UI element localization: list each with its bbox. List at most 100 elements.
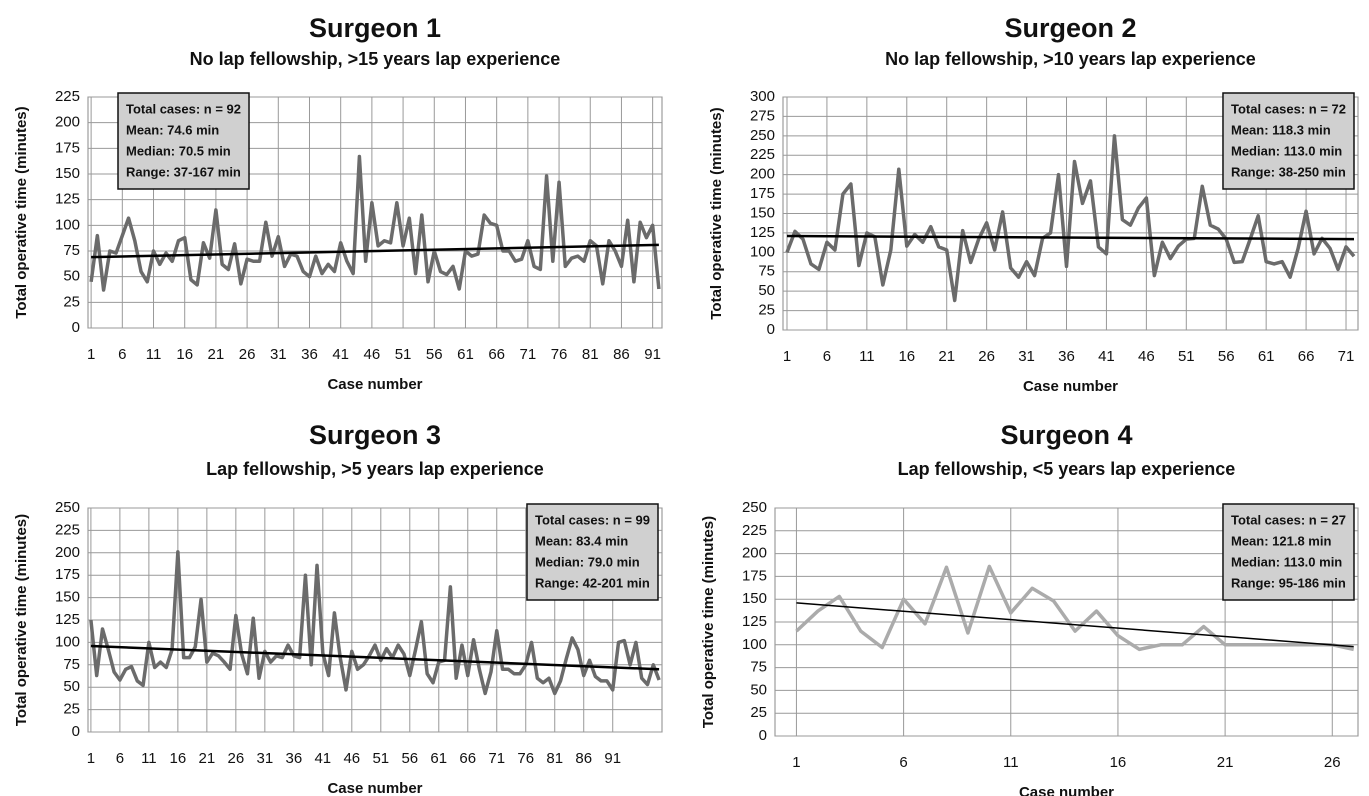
y-tick-label: 25 [758,302,775,319]
stats-text: Median: 70.5 min [126,143,231,158]
stats-text: Total cases: n = 99 [535,512,650,527]
x-tick-label: 1 [87,346,95,363]
x-tick-label: 51 [372,750,389,767]
stats-text: Range: 95-186 min [1231,575,1346,590]
x-tick-label: 1 [87,750,95,767]
y-tick-label: 125 [750,224,775,241]
stats-box: Total cases: n = 72 Mean: 118.3 min Median… [1222,92,1355,190]
stats-text: Mean: 83.4 min [535,533,628,548]
x-tick-label: 71 [488,750,505,767]
y-tick-label: 75 [758,263,775,280]
y-tick-label: 50 [63,268,80,285]
x-tick-label: 71 [1338,348,1355,365]
y-tick-label: 200 [742,545,767,562]
stats-text: Mean: 74.6 min [126,122,219,137]
chart-subtitle: No lap fellowship, >10 years lap experie… [885,49,1256,69]
chart-panel: Surgeon 3 Lap fellowship, >5 years lap ex… [13,420,663,796]
x-tick-label: 61 [457,346,474,363]
x-tick-label: 56 [401,750,418,767]
x-axis-label: Case number [327,376,422,393]
x-tick-label: 26 [1324,754,1341,771]
y-axis-label: Total operative time (minutes) [13,106,30,318]
y-tick-label: 75 [63,242,80,259]
chart-subtitle: Lap fellowship, <5 years lap experience [898,459,1236,479]
stats-text: Total cases: n = 27 [1231,512,1346,527]
stats-text: Total cases: n = 92 [126,101,241,116]
y-tick-label: 175 [750,185,775,202]
x-tick-label: 66 [488,346,505,363]
stats-box-frame [117,92,250,190]
stats-box-frame [526,503,659,601]
x-axis-label: Case number [1023,378,1118,395]
trend-line [796,602,1354,648]
y-tick-label: 150 [742,590,767,607]
y-tick-label: 225 [55,88,80,105]
x-tick-label: 21 [199,750,216,767]
y-tick-label: 250 [750,127,775,144]
y-tick-label: 25 [63,701,80,718]
chart-title: Surgeon 3 [309,420,441,450]
y-tick-label: 275 [750,107,775,124]
x-tick-label: 51 [1178,348,1195,365]
x-tick-label: 66 [1298,348,1315,365]
y-tick-label: 0 [72,319,80,336]
x-tick-label: 66 [459,750,476,767]
stats-text: Mean: 121.8 min [1231,533,1331,548]
x-tick-label: 16 [170,750,187,767]
x-tick-label: 56 [1218,348,1235,365]
y-tick-label: 125 [55,611,80,628]
x-tick-label: 41 [332,346,349,363]
x-tick-label: 61 [430,750,447,767]
y-tick-label: 175 [55,566,80,583]
y-axis-label: Total operative time (minutes) [700,516,717,728]
y-tick-label: 50 [63,678,80,695]
x-tick-label: 71 [520,346,537,363]
stats-text: Range: 38-250 min [1231,164,1346,179]
y-tick-label: 125 [55,191,80,208]
chart-title: Surgeon 1 [309,13,441,43]
stats-text: Median: 113.0 min [1231,143,1342,158]
trend-line [91,243,659,259]
x-tick-label: 81 [546,750,563,767]
stats-box: Total cases: n = 92 Mean: 74.6 min Median:… [117,92,250,190]
x-tick-label: 56 [426,346,443,363]
x-tick-label: 36 [301,346,318,363]
x-tick-label: 76 [517,750,534,767]
chart-panel: Surgeon 2 No lap fellowship, >10 years la… [708,13,1359,395]
y-tick-label: 175 [55,139,80,156]
y-tick-label: 100 [742,636,767,653]
x-tick-label: 31 [256,750,273,767]
y-tick-label: 0 [767,321,775,338]
y-tick-label: 50 [758,282,775,299]
x-tick-label: 31 [1018,348,1035,365]
x-tick-label: 36 [285,750,302,767]
chart-title: Surgeon 4 [1000,420,1132,450]
y-tick-label: 250 [55,499,80,516]
x-tick-label: 21 [208,346,225,363]
y-axis-label: Total operative time (minutes) [13,514,30,726]
y-tick-label: 75 [750,659,767,676]
x-axis-label: Case number [1019,784,1114,796]
x-tick-label: 46 [1138,348,1155,365]
chart-title: Surgeon 2 [1004,13,1136,43]
data-line [89,154,661,292]
stats-text: Mean: 118.3 min [1231,122,1331,137]
y-tick-label: 225 [742,522,767,539]
x-tick-label: 26 [239,346,256,363]
x-tick-label: 36 [1058,348,1075,365]
stats-text: Total cases: n = 72 [1231,101,1346,116]
x-tick-label: 81 [582,346,599,363]
y-tick-label: 100 [55,633,80,650]
x-tick-label: 6 [823,348,831,365]
x-tick-label: 86 [575,750,592,767]
x-tick-label: 11 [1003,754,1019,771]
y-axis-label: Total operative time (minutes) [708,107,725,319]
x-tick-label: 46 [364,346,381,363]
stats-box: Total cases: n = 27 Mean: 121.8 min Median… [1222,503,1355,601]
x-tick-label: 41 [1098,348,1115,365]
chart-panel: Surgeon 4 Lap fellowship, <5 years lap ex… [700,420,1359,796]
chart-subtitle: Lap fellowship, >5 years lap experience [206,459,544,479]
stats-text: Median: 79.0 min [535,554,640,569]
stats-text: Range: 42-201 min [535,575,650,590]
